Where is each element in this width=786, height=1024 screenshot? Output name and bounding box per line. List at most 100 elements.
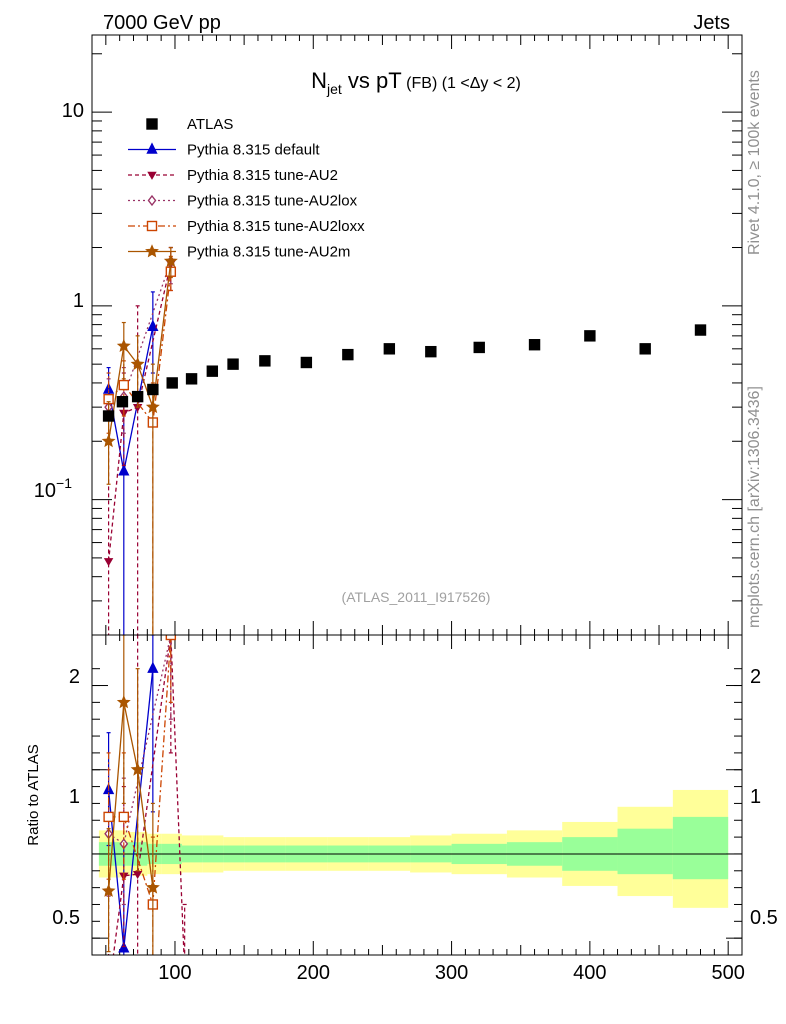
data-point <box>116 695 131 709</box>
legend-label: Pythia 8.315 tune-AU2m <box>187 244 350 261</box>
data-point <box>145 880 160 894</box>
ratio-series <box>101 635 187 996</box>
data-point <box>101 434 116 448</box>
data-point <box>147 194 157 207</box>
data-point <box>130 762 145 776</box>
mc-1-line <box>107 263 172 562</box>
data-point <box>206 365 219 377</box>
data-point <box>118 811 130 823</box>
band-green-16 <box>672 816 729 880</box>
data-point <box>146 220 158 232</box>
main-series <box>101 246 707 635</box>
ratio-tick-label-2: 2 <box>69 666 80 688</box>
uncertainty-bands <box>92 789 742 908</box>
data-point <box>132 870 143 880</box>
x-tick-label-0: 100 <box>158 962 191 984</box>
data-point <box>147 171 157 180</box>
legend-item-5: Pythia 8.315 tune-AU2m <box>128 244 350 261</box>
x-tick-label-2: 300 <box>435 962 468 984</box>
data-point <box>528 339 541 351</box>
data-point <box>118 379 130 391</box>
ratio-tick-label-right-1: 1 <box>750 786 761 808</box>
y-tick-label-0-1: 10−1 <box>34 475 72 502</box>
ratio-plot-frame <box>91 634 743 956</box>
legend-label: ATLAS <box>187 116 233 133</box>
data-point <box>103 811 114 823</box>
ratio-axis-label: Ratio to ATLAS <box>25 744 42 845</box>
chart-title: Njet vs pT (FB) (1 <Δy < 2) <box>311 68 521 97</box>
legend: ATLAS Pythia 8.315 default Pythia 8.315 tu… <box>128 116 365 261</box>
collision-label: 7000 GeV pp <box>103 12 221 34</box>
ratio-tick-label-0-5: 0.5 <box>52 907 80 929</box>
mc-ratio-2-line <box>108 635 172 845</box>
ratio-tick-label-1: 1 <box>69 786 80 808</box>
axis-ticks <box>92 35 742 955</box>
data-point <box>473 341 485 354</box>
y-tick-label-10: 10 <box>62 100 84 122</box>
data-point <box>259 355 271 367</box>
data-point <box>118 464 130 476</box>
data-point <box>227 358 239 370</box>
ratio-tick-label-right-0-5: 0.5 <box>750 907 778 929</box>
mc-ratio-4-series <box>101 635 160 955</box>
data-point <box>185 373 198 385</box>
data-point <box>131 390 144 403</box>
data-point <box>145 399 160 414</box>
data-point <box>146 142 158 154</box>
legend-item-2: Pythia 8.315 tune-AU2 <box>128 167 338 184</box>
y-tick-label-1: 1 <box>73 290 84 312</box>
data-point <box>584 330 596 342</box>
data-point <box>147 383 159 396</box>
data-point <box>163 253 178 268</box>
mc-ratio-0-series <box>102 635 159 955</box>
data-point <box>694 324 707 336</box>
mc-ratio-4-line <box>107 702 154 892</box>
data-point <box>103 558 114 567</box>
data-point <box>166 377 178 389</box>
mc-ratio-3-line <box>108 635 172 905</box>
mc-ratio-1-line <box>112 635 185 955</box>
category-label: Jets <box>693 12 730 34</box>
mc-0-series <box>102 291 159 635</box>
data-point <box>102 410 115 422</box>
atlas-series <box>102 324 707 422</box>
data-point <box>300 356 313 369</box>
x-tick-label-3: 400 <box>573 962 606 984</box>
legend-label: Pythia 8.315 tune-AU2loxx <box>187 218 365 235</box>
data-point <box>383 343 396 355</box>
data-point <box>147 319 159 331</box>
data-point <box>425 345 437 358</box>
legend-item-1: Pythia 8.315 default <box>128 142 320 159</box>
x-tick-labels: 100 200 300 400 500 <box>158 962 745 984</box>
data-point <box>146 118 158 130</box>
x-tick-label-4: 500 <box>711 962 744 984</box>
legend-label: Pythia 8.315 default <box>187 142 320 159</box>
data-point <box>639 343 651 355</box>
data-point <box>342 348 354 361</box>
legend-item-3: Pythia 8.315 tune-AU2lox <box>128 193 358 210</box>
legend-item-4: Pythia 8.315 tune-AU2loxx <box>128 218 365 235</box>
data-point <box>116 396 129 408</box>
ratio-tick-label-right-2: 2 <box>750 666 761 688</box>
data-point <box>101 883 116 897</box>
data-point <box>165 635 177 641</box>
legend-item-0: ATLAS <box>146 116 233 133</box>
legend-label: Pythia 8.315 tune-AU2lox <box>187 193 358 210</box>
data-point <box>130 356 145 371</box>
analysis-watermark: (ATLAS_2011_I917526) <box>342 589 491 605</box>
data-point <box>145 244 159 258</box>
data-point <box>105 990 112 996</box>
mc-ratio-1-series <box>105 635 187 996</box>
generator-info: Rivet 4.1.0, ≥ 100k events <box>746 70 763 255</box>
data-point <box>116 338 131 353</box>
legend-label: Pythia 8.315 tune-AU2 <box>187 167 338 184</box>
data-point <box>147 661 159 673</box>
x-tick-label-1: 200 <box>297 962 330 984</box>
mc-3-series <box>103 255 177 635</box>
band-green-15 <box>617 828 673 875</box>
mc-4-series <box>101 246 178 635</box>
mc-2-series <box>104 246 176 442</box>
data-point <box>118 941 130 953</box>
source-credit: mcplots.cern.ch [arXiv:1306.3436] <box>746 386 763 628</box>
